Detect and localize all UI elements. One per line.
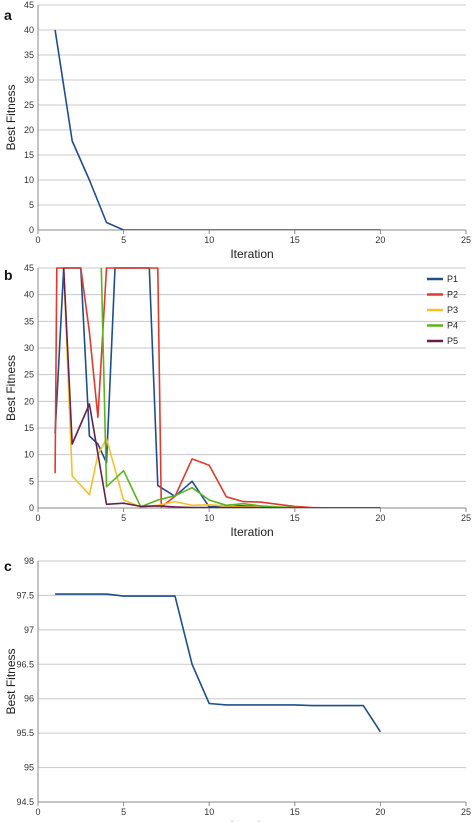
x-tick-label: 5 xyxy=(121,513,126,523)
y-tick-label: 95.5 xyxy=(16,728,34,738)
y-axis-title: Best Fitness xyxy=(4,648,18,714)
x-tick-label: 10 xyxy=(204,235,214,245)
x-axis-title: Iteration xyxy=(230,247,273,261)
y-tick-label: 5 xyxy=(29,200,34,210)
chart-panel-b: 0 5 10 15 20 25 30 35 40 45 0 5 10 15 20 25 Iteration Bes… xyxy=(4,263,471,539)
y-tick-label: 96 xyxy=(24,694,34,704)
y-tick-label: 20 xyxy=(24,396,34,406)
x-tick-label: 15 xyxy=(290,235,300,245)
x-tick-label: 20 xyxy=(375,235,385,245)
y-tick-label: 40 xyxy=(24,290,34,300)
y-tick-label: 30 xyxy=(24,343,34,353)
x-tick-label: 5 xyxy=(121,235,126,245)
legend-label: P3 xyxy=(447,305,458,315)
legend-label: P2 xyxy=(447,290,458,300)
x-tick-label: 20 xyxy=(375,513,385,523)
y-tick-label: 15 xyxy=(24,423,34,433)
x-axis-title: Iteration xyxy=(230,819,273,822)
y-tick-label: 97.5 xyxy=(16,590,34,600)
legend-label: P5 xyxy=(447,336,458,346)
x-tick-label: 0 xyxy=(35,807,40,817)
y-tick-label: 45 xyxy=(24,0,34,10)
x-tick-label: 15 xyxy=(290,807,300,817)
series-line-p4 xyxy=(100,267,381,508)
x-tick-label: 15 xyxy=(290,513,300,523)
y-tick-label: 94.5 xyxy=(16,797,34,807)
y-tick-label: 0 xyxy=(29,503,34,513)
y-tick-label: 97 xyxy=(24,625,34,635)
y-tick-label: 96.5 xyxy=(16,659,34,669)
chart-panel-c: 94.5 95 95.5 96 96.5 97 97.5 98 0 5 10 15 20 25 Iterat… xyxy=(4,556,471,822)
y-tick-label: 98 xyxy=(24,556,34,566)
x-tick-label: 20 xyxy=(375,807,385,817)
legend: P1 P2 P3 P4 P5 xyxy=(427,274,458,346)
y-axis-title: Best Fitness xyxy=(4,355,18,421)
y-tick-label: 25 xyxy=(24,370,34,380)
y-tick-label: 15 xyxy=(24,150,34,160)
y-tick-label: 5 xyxy=(29,476,34,486)
y-tick-label: 20 xyxy=(24,125,34,135)
x-tick-label: 5 xyxy=(121,807,126,817)
x-tick-label: 10 xyxy=(204,513,214,523)
x-tick-label: 25 xyxy=(461,235,471,245)
panel-label: c xyxy=(4,558,12,574)
legend-label: P4 xyxy=(447,321,458,331)
series-line xyxy=(55,593,382,733)
chart-panel-a: 0 5 10 15 20 25 30 35 40 45 0 5 10 15 20 25 Iteration Bes… xyxy=(4,0,471,261)
panel-label: b xyxy=(4,267,13,283)
y-tick-label: 40 xyxy=(24,25,34,35)
x-tick-label: 25 xyxy=(461,807,471,817)
y-axis-title: Best Fitness xyxy=(4,84,18,150)
y-tick-label: 0 xyxy=(29,225,34,235)
x-tick-label: 0 xyxy=(35,235,40,245)
y-tick-label: 10 xyxy=(24,450,34,460)
series-line xyxy=(54,29,381,230)
y-tick-label: 45 xyxy=(24,263,34,273)
y-tick-label: 35 xyxy=(24,316,34,326)
y-tick-label: 35 xyxy=(24,50,34,60)
y-tick-label: 10 xyxy=(24,175,34,185)
x-tick-label: 0 xyxy=(35,513,40,523)
x-axis-title: Iteration xyxy=(230,525,273,539)
x-tick-label: 10 xyxy=(204,807,214,817)
x-tick-label: 25 xyxy=(461,513,471,523)
panel-label: a xyxy=(4,7,12,23)
y-tick-label: 25 xyxy=(24,100,34,110)
legend-label: P1 xyxy=(447,274,458,284)
y-tick-label: 30 xyxy=(24,75,34,85)
series-line-p3 xyxy=(62,267,381,508)
series-line-p5 xyxy=(62,267,381,508)
y-tick-label: 95 xyxy=(24,763,34,773)
